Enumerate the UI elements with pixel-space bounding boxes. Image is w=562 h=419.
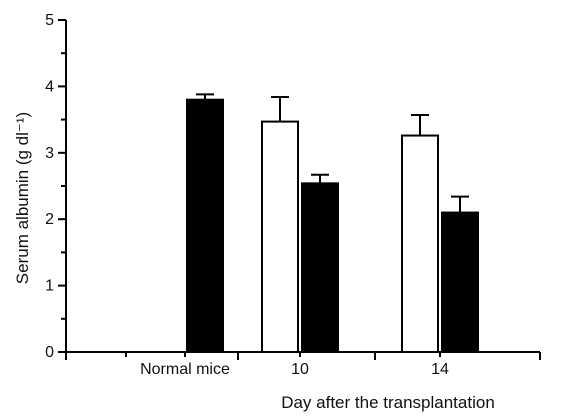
- plot-area: 0 1 2 3 4 5 Normal mice 10 14: [45, 12, 541, 378]
- open-bar: [261, 120, 299, 354]
- y-tick-label: 5: [45, 12, 54, 29]
- y-tick-label: 4: [45, 78, 54, 95]
- y-tick-label: 1: [45, 278, 54, 295]
- filled-bar: [186, 98, 224, 354]
- y-axis-label: Serum albumin (g dl⁻¹): [13, 112, 32, 284]
- x-tick-label: 14: [431, 361, 449, 378]
- x-axis-label: Day after the transplantation: [281, 393, 495, 412]
- x-tick-label: Normal mice: [140, 361, 230, 378]
- y-tick-label: 2: [45, 211, 54, 228]
- open-bar: [401, 134, 439, 353]
- filled-bar: [301, 182, 339, 353]
- y-tick-label: 0: [45, 344, 54, 361]
- y-tick-label: 3: [45, 145, 54, 162]
- x-tick-label: 10: [291, 361, 309, 378]
- filled-bar: [441, 211, 479, 353]
